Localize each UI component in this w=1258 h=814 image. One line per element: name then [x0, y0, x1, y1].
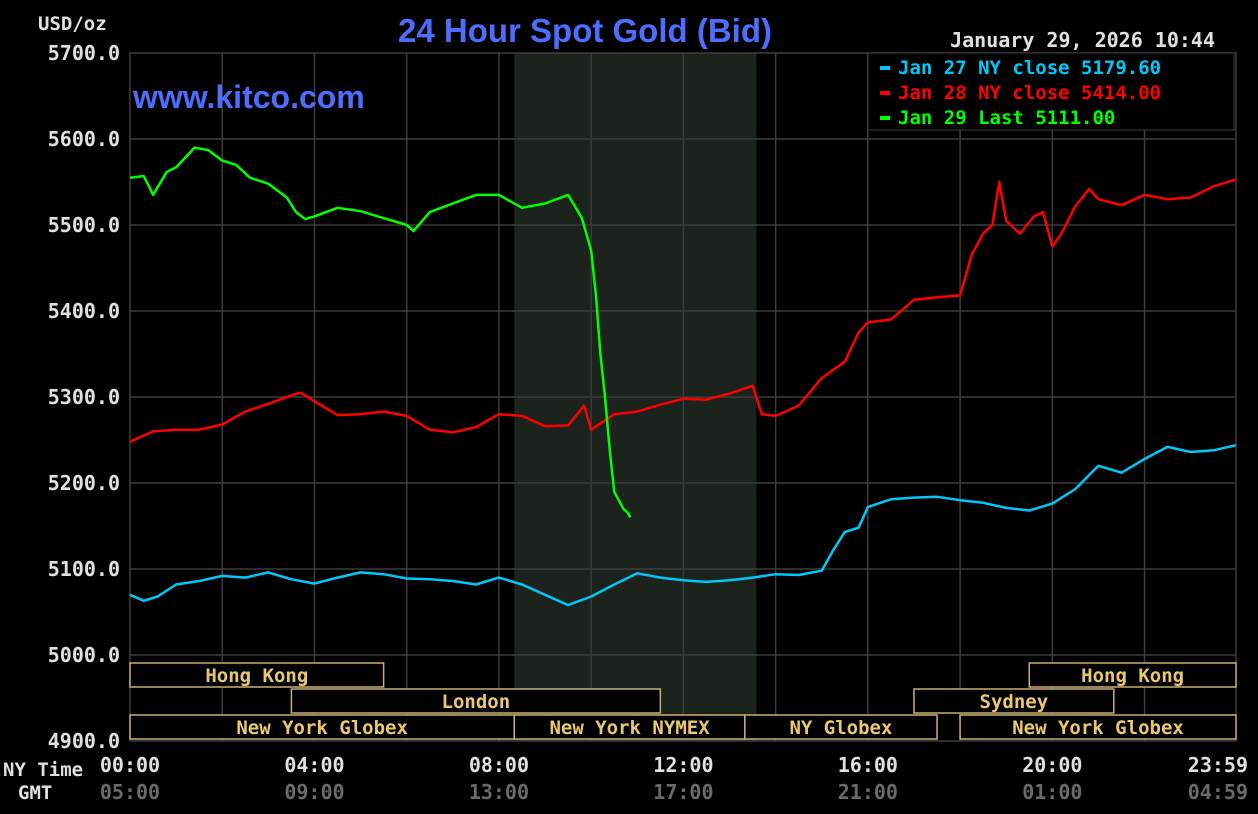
legend-swatch — [880, 66, 890, 70]
ny-time-row-label: NY Time — [3, 759, 83, 781]
x-tick-label-gmt: 05:00 — [100, 780, 160, 804]
grid-lines — [130, 53, 1236, 741]
session-label: Sydney — [980, 691, 1049, 713]
legend-entry: Jan 28 NY close 5414.00 — [898, 82, 1161, 104]
y-unit-label: USD/oz — [38, 13, 107, 35]
plot-border — [129, 52, 1237, 742]
session-label: New York NYMEX — [549, 717, 710, 739]
session-label: Hong Kong — [1081, 665, 1184, 687]
legend-swatch — [880, 116, 890, 120]
x-tick-label-gmt: 04:59 — [1188, 780, 1248, 804]
y-tick-label: 4900.0 — [48, 729, 120, 753]
x-tick-label-gmt: 09:00 — [284, 780, 344, 804]
session-box — [290, 688, 662, 714]
legend-swatch — [880, 91, 890, 95]
legend-box — [867, 52, 1235, 131]
y-tick-label: 5100.0 — [48, 557, 120, 581]
x-tick-label: 12:00 — [653, 753, 713, 777]
session-box — [744, 714, 938, 740]
series-line-3 — [129, 146, 632, 518]
trading-sessions: Hong Kong London New York Globex New York N… — [129, 662, 1237, 740]
y-tick-label: 5300.0 — [48, 385, 120, 409]
session-label: Hong Kong — [205, 665, 308, 687]
x-tick-labels: 00:00 05:00 04:00 09:00 08:00 13:00 12:00 17:00… — [100, 753, 1248, 804]
x-tick-label-gmt: 17:00 — [653, 780, 713, 804]
plot-frame — [129, 52, 1237, 742]
x-tick-label-gmt: 13:00 — [469, 780, 529, 804]
x-tick-label: 20:00 — [1022, 753, 1082, 777]
legend-entry: Jan 27 NY close 5179.60 — [898, 57, 1161, 79]
x-tick-label-gmt: 01:00 — [1022, 780, 1082, 804]
x-tick-label: 04:00 — [284, 753, 344, 777]
y-tick-label: 5600.0 — [48, 127, 120, 151]
x-tick-label: 00:00 — [100, 753, 160, 777]
session-label: New York Globex — [236, 717, 408, 739]
x-tick-label: 23:59 — [1188, 753, 1248, 777]
y-tick-label: 5000.0 — [48, 643, 120, 667]
gmt-row-label: GMT — [18, 782, 52, 804]
y-tick-label: 5500.0 — [48, 213, 120, 237]
series-line-1 — [129, 443, 1237, 607]
x-tick-label-gmt: 21:00 — [838, 780, 898, 804]
y-tick-label: 5200.0 — [48, 471, 120, 495]
session-label: NY Globex — [789, 717, 892, 739]
y-tick-label: 5400.0 — [48, 299, 120, 323]
session-label: London — [442, 691, 511, 713]
legend-entry: Jan 29 Last 5111.00 — [898, 107, 1115, 129]
y-tick-labels: 5700.0 5600.0 5500.0 5400.0 5300.0 5200.0 5100… — [48, 41, 120, 753]
x-tick-label: 08:00 — [469, 753, 529, 777]
watermark: www.kitco.com — [132, 79, 365, 115]
session-box — [959, 714, 1237, 740]
session-box — [129, 662, 385, 688]
session-label: New York Globex — [1012, 717, 1184, 739]
series-line-2 — [129, 178, 1237, 443]
x-tick-label: 16:00 — [838, 753, 898, 777]
session-box — [1028, 662, 1237, 688]
legend: Jan 27 NY close 5179.60 Jan 28 NY close 5… — [867, 52, 1235, 131]
session-box — [913, 688, 1115, 714]
timestamp: January 29, 2026 10:44 — [950, 28, 1215, 52]
y-tick-label: 5700.0 — [48, 41, 120, 65]
price-series — [129, 146, 1237, 607]
chart-title: 24 Hour Spot Gold (Bid) — [398, 12, 772, 49]
